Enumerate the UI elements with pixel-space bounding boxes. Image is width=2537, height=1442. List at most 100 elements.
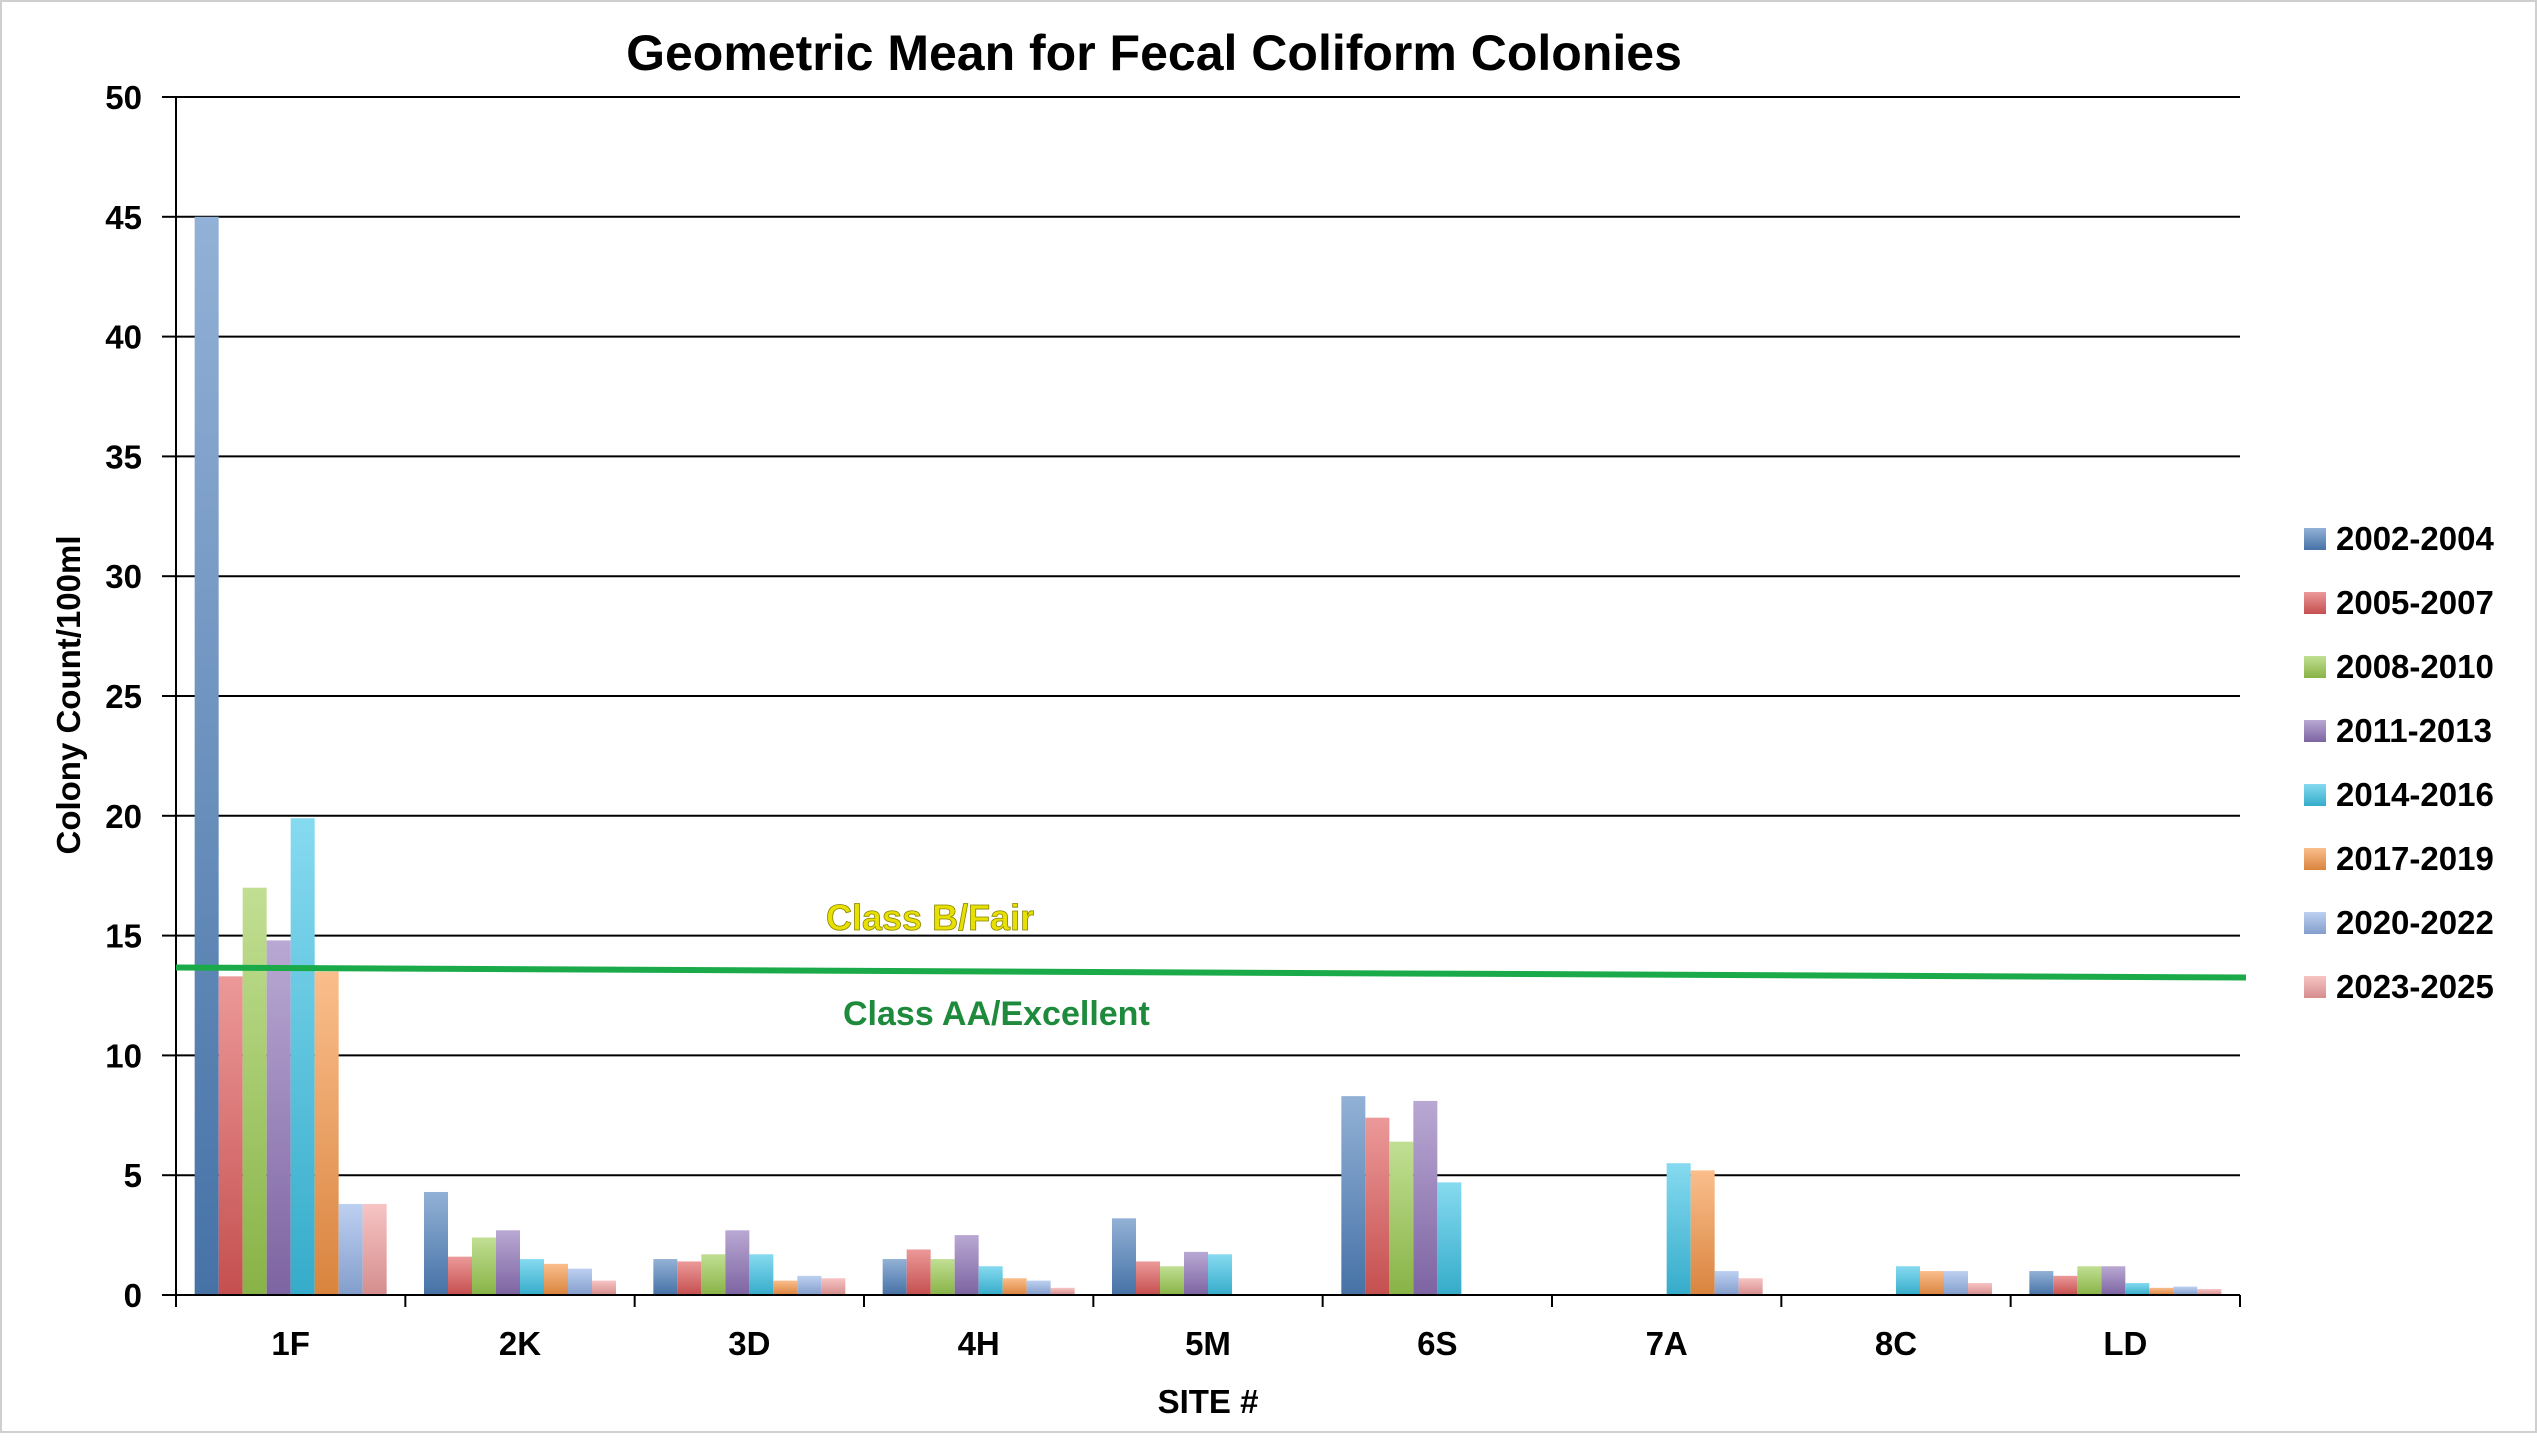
x-tick-label: 1F	[271, 1325, 310, 1362]
bar-LD-2014-2016	[2125, 1283, 2150, 1295]
bar-2K-2017-2019	[544, 1263, 568, 1295]
y-tick-label: 30	[105, 558, 142, 595]
bar-1F-2017-2019	[314, 971, 339, 1295]
y-tick-label: 5	[124, 1157, 142, 1194]
legend-swatch	[2304, 656, 2326, 678]
axes	[162, 96, 2241, 1307]
bar-4H-2017-2019	[1002, 1278, 1027, 1295]
bar-3D-2023-2025	[821, 1278, 846, 1295]
bar-3D-2011-2013	[725, 1230, 750, 1295]
legend-swatch	[2304, 528, 2326, 550]
y-tick-label: 20	[105, 798, 142, 835]
bar-3D-2020-2022	[797, 1275, 822, 1295]
bar-6S-2014-2016	[1437, 1182, 1462, 1295]
bar-4H-2005-2007	[906, 1249, 931, 1295]
reference-line	[175, 964, 2247, 981]
legend-swatch	[2304, 912, 2326, 934]
bar-8C-2014-2016	[1896, 1266, 1920, 1295]
x-tick-label: 2K	[499, 1325, 541, 1362]
bar-7A-2020-2022	[1714, 1271, 1739, 1295]
y-tick-label: 50	[105, 79, 142, 116]
bar-LD-2023-2025	[2197, 1289, 2222, 1295]
x-tick-label: 8C	[1875, 1325, 1917, 1362]
bar-3D-2014-2016	[749, 1254, 774, 1295]
bar-5M-2011-2013	[1184, 1251, 1208, 1295]
legend-swatch	[2304, 976, 2326, 998]
x-tick-label: 5M	[1185, 1325, 1231, 1362]
legend-swatch	[2304, 784, 2326, 806]
chart-title: Geometric Mean for Fecal Coliform Coloni…	[626, 25, 1682, 81]
annotation-class-aa: Class AA/Excellent	[843, 995, 1150, 1033]
bar-4H-2023-2025	[1050, 1287, 1075, 1295]
x-tick-label: 3D	[728, 1325, 770, 1362]
bar-8C-2020-2022	[1944, 1271, 1968, 1295]
legend-label: 2008-2010	[2336, 648, 2494, 685]
bar-6S-2008-2010	[1389, 1141, 1414, 1295]
bar-5M-2014-2016	[1208, 1254, 1232, 1295]
bar-1F-2023-2025	[362, 1203, 387, 1295]
bar-6S-2005-2007	[1365, 1117, 1390, 1295]
reference-line-group: Class B/Fair Class AA/Excellent	[175, 897, 2247, 1033]
x-tick-label: 4H	[958, 1325, 1000, 1362]
legend-label: 2002-2004	[2336, 520, 2494, 557]
x-tick-labels: 1F 2K 3D 4H 5M 6S 7A 8C LD	[271, 1325, 2147, 1362]
bar-2K-2020-2022	[568, 1268, 592, 1295]
legend: 2002-2004 2005-2007 2008-2010 2011-2013 2014…	[2304, 520, 2494, 1005]
y-tick-label: 25	[105, 678, 142, 715]
bar-LD-2017-2019	[2149, 1287, 2174, 1295]
y-tick-label: 15	[105, 918, 142, 955]
bar-7A-2017-2019	[1690, 1170, 1715, 1295]
bar-2K-2008-2010	[472, 1237, 496, 1295]
bar-LD-2002-2004	[2029, 1271, 2054, 1295]
bar-4H-2002-2004	[882, 1259, 907, 1295]
y-tick-label: 35	[105, 438, 142, 475]
bar-3D-2002-2004	[653, 1259, 678, 1295]
y-tick-label: 40	[105, 319, 142, 356]
bar-5M-2002-2004	[1112, 1218, 1136, 1295]
x-axis-title: SITE #	[1158, 1383, 1259, 1420]
legend-label: 2020-2022	[2336, 904, 2494, 941]
bar-1F-2020-2022	[338, 1203, 363, 1295]
y-tick-label: 0	[124, 1277, 142, 1314]
bar-7A-2014-2016	[1666, 1163, 1691, 1295]
y-tick-label: 10	[105, 1037, 142, 1074]
y-tick-labels: 0 5 10 15 20 25 30 35 40 45 50	[105, 79, 142, 1314]
legend-label: 2011-2013	[2336, 712, 2492, 749]
bar-5M-2008-2010	[1160, 1266, 1184, 1295]
bar-2K-2011-2013	[496, 1230, 520, 1295]
bar-LD-2008-2010	[2077, 1266, 2102, 1295]
bar-1F-2014-2016	[290, 818, 315, 1295]
legend-swatch	[2304, 848, 2326, 870]
bar-2K-2023-2025	[592, 1280, 616, 1295]
x-tick-label: 7A	[1646, 1325, 1688, 1362]
bars	[194, 216, 2222, 1295]
bar-LD-2005-2007	[2053, 1275, 2078, 1295]
bar-2K-2005-2007	[448, 1256, 472, 1295]
bar-7A-2023-2025	[1738, 1278, 1763, 1295]
bar-2K-2014-2016	[520, 1259, 544, 1295]
bar-8C-2017-2019	[1920, 1271, 1944, 1295]
bar-1F-2011-2013	[266, 940, 291, 1295]
legend-label: 2014-2016	[2336, 776, 2494, 813]
bar-1F-2008-2010	[242, 887, 267, 1295]
bar-4H-2020-2022	[1026, 1280, 1051, 1295]
bar-3D-2017-2019	[773, 1280, 798, 1295]
bar-LD-2020-2022	[2173, 1286, 2198, 1295]
legend-swatch	[2304, 720, 2326, 742]
gridlines	[176, 96, 2240, 1177]
bar-4H-2011-2013	[954, 1235, 979, 1295]
bar-3D-2008-2010	[701, 1254, 726, 1295]
bar-2K-2002-2004	[424, 1191, 448, 1295]
legend-label: 2023-2025	[2336, 968, 2494, 1005]
y-axis-title: Colony Count/100ml	[50, 535, 87, 854]
bar-4H-2014-2016	[978, 1266, 1003, 1295]
bar-3D-2005-2007	[677, 1261, 702, 1295]
bar-5M-2005-2007	[1136, 1261, 1160, 1295]
legend-swatch	[2304, 592, 2326, 614]
bar-4H-2008-2010	[930, 1259, 955, 1295]
legend-label: 2017-2019	[2336, 840, 2494, 877]
bar-1F-2005-2007	[218, 976, 243, 1295]
